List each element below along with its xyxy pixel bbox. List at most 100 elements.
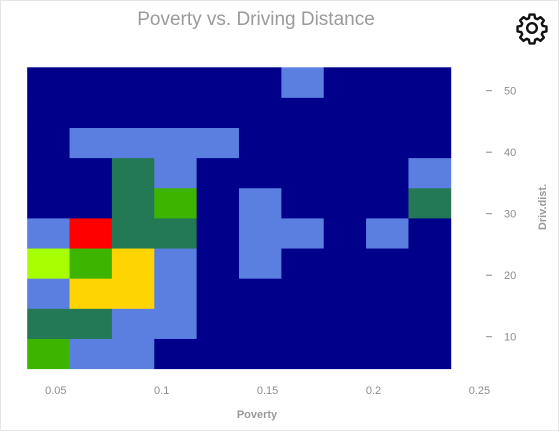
heatmap-cell	[69, 97, 113, 128]
heatmap-cell	[111, 127, 155, 159]
heatmap-cell	[69, 187, 113, 219]
heatmap-cell	[27, 248, 70, 279]
heatmap-cell	[281, 278, 325, 309]
heatmap-cell	[69, 67, 113, 98]
heatmap-cell	[281, 67, 325, 98]
heatmap-cell	[239, 218, 282, 249]
heatmap-cell	[69, 218, 113, 249]
heatmap-cell	[323, 338, 367, 370]
heatmap-cell	[323, 157, 367, 189]
heatmap-cell	[239, 278, 282, 309]
heatmap-cell	[281, 157, 325, 189]
heatmap-cell	[27, 97, 70, 128]
heatmap-cell	[154, 187, 198, 219]
heatmap-cell	[366, 248, 409, 279]
x-axis-ticks: 0.05 0.1 0.15 0.2 0.25	[45, 385, 490, 397]
heatmap-cell	[27, 187, 70, 219]
heatmap-cell	[111, 248, 155, 279]
heatmap-cell	[281, 248, 325, 279]
heatmap-cell	[111, 338, 155, 370]
x-tick-label: 0.1	[154, 385, 169, 397]
heatmap-cell	[366, 278, 409, 309]
heatmap-cell	[196, 218, 240, 249]
heatmap-cell	[281, 338, 325, 370]
heatmap-cell	[239, 127, 282, 159]
heatmap-cell	[196, 248, 240, 279]
heatmap-cell	[154, 218, 198, 249]
heatmap-cell	[196, 278, 240, 309]
gear-icon[interactable]	[515, 11, 549, 45]
heatmap-cell	[239, 308, 282, 339]
heatmap-cell	[323, 127, 367, 159]
y-tick-label: 40	[504, 147, 516, 159]
heatmap-cell	[281, 218, 325, 249]
heatmap-cell	[196, 338, 240, 370]
heatmap-cell	[196, 127, 240, 159]
heatmap-cell	[408, 157, 452, 189]
heatmap-cell	[111, 218, 155, 249]
heatmap-cell	[111, 187, 155, 219]
heatmap-cell	[154, 278, 198, 309]
heatmap-cell	[27, 308, 70, 339]
heatmap-cell	[196, 187, 240, 219]
heatmap-cell	[27, 338, 70, 370]
heatmap-cell	[196, 308, 240, 339]
heatmap-cell	[111, 308, 155, 339]
heatmap-cell	[111, 67, 155, 98]
heatmap-cell	[239, 97, 282, 128]
heatmap-cell	[408, 97, 452, 128]
heatmap-cell	[239, 67, 282, 98]
heatmap-cell	[366, 67, 409, 98]
heatmap-cell	[408, 308, 452, 339]
heatmap-cell	[154, 67, 198, 98]
heatmap-cell	[27, 218, 70, 249]
heatmap-cell	[154, 157, 198, 189]
heatmap-cell	[154, 308, 198, 339]
heatmap-cell	[69, 248, 113, 279]
y-tick-label: 20	[504, 270, 516, 282]
heatmap-cell	[366, 127, 409, 159]
x-tick-label: 0.15	[257, 385, 278, 397]
heatmap-cell	[281, 308, 325, 339]
y-axis-label: Driv.dist.	[537, 184, 549, 230]
heatmap-cell	[239, 157, 282, 189]
heatmap-cell	[366, 157, 409, 189]
heatmap-cell	[69, 338, 113, 370]
heatmap-cell	[366, 187, 409, 219]
heatmap-cell	[111, 97, 155, 128]
heatmap-cell	[408, 338, 452, 370]
heatmap-cell	[239, 248, 282, 279]
heatmap-cell	[366, 308, 409, 339]
heatmap-cell	[281, 127, 325, 159]
heatmap-cell	[111, 278, 155, 309]
heatmap-cell	[69, 278, 113, 309]
heatmap-cell	[408, 67, 452, 98]
y-tick-label: 10	[504, 332, 516, 344]
heatmap-cell	[111, 157, 155, 189]
heatmap-cells	[27, 67, 452, 370]
heatmap-cell	[239, 187, 282, 219]
heatmap-cell	[239, 338, 282, 370]
heatmap-cell	[27, 67, 70, 98]
heatmap-cell	[27, 157, 70, 189]
y-axis-ticks: 10 20 30 40 50	[486, 86, 516, 344]
heatmap-cell	[366, 338, 409, 370]
heatmap-cell	[196, 67, 240, 98]
heatmap-cell	[323, 248, 367, 279]
y-tick-label: 30	[504, 209, 516, 221]
heatmap-cell	[323, 67, 367, 98]
heatmap-cell	[408, 218, 452, 249]
heatmap-cell	[69, 157, 113, 189]
heatmap-cell	[323, 278, 367, 309]
heatmap-cell	[196, 157, 240, 189]
heatmap-cell	[281, 187, 325, 219]
heatmap-cell	[69, 127, 113, 159]
heatmap-cell	[323, 308, 367, 339]
heatmap-cell	[154, 248, 198, 279]
heatmap-cell	[366, 97, 409, 128]
x-tick-label: 0.25	[469, 385, 490, 397]
heatmap-cell	[27, 127, 70, 159]
heatmap-cell	[323, 97, 367, 128]
heatmap-cell	[281, 97, 325, 128]
